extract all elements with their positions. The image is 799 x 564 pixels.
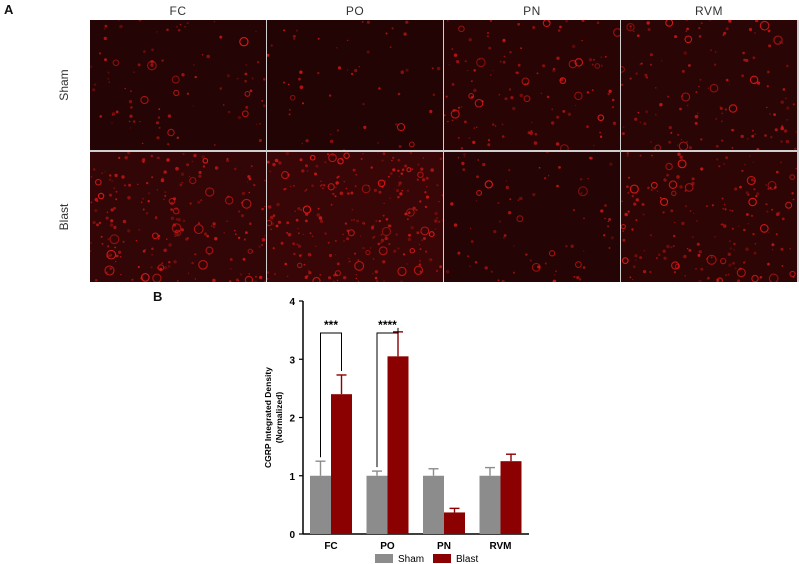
legend-label-blast: Blast [456, 554, 478, 564]
significance-label-fc: *** [324, 318, 338, 332]
bar-sham-po [366, 475, 388, 534]
cgrp-bar-chart: 0 1 2 3 4 CGRP Integrated Density (Normalized)… [263, 297, 529, 564]
y-tick-label: 0 [289, 530, 295, 541]
y-axis-label-units: (Normalized) [274, 392, 284, 444]
legend-swatch-blast [433, 554, 451, 563]
micrograph-sham-rvm [621, 20, 797, 150]
bar-sham-fc [310, 475, 331, 534]
micrograph-blast-rvm [621, 152, 797, 282]
panel-a-label: A [4, 2, 14, 17]
y-tick-label: 4 [289, 297, 295, 308]
column-header-rvm: RVM [695, 4, 723, 18]
y-tick-label: 3 [289, 355, 295, 366]
micrograph-sham-po [267, 20, 443, 150]
micrograph-blast-po [267, 152, 443, 282]
bar-sham-rvm [479, 475, 501, 534]
x-tick-label-pn: PN [437, 541, 451, 552]
significance-bracket-po [376, 327, 399, 468]
column-header-po: PO [345, 4, 365, 18]
micrograph-sham-fc [90, 20, 266, 150]
row-label-sham: Sham [57, 69, 71, 101]
bar-sham-pn [423, 475, 444, 534]
bar-blast-pn [444, 512, 465, 534]
legend-label-sham: Sham [398, 554, 424, 564]
bar-blast-fc [331, 394, 352, 534]
row-label-blast: Blast [57, 203, 71, 231]
x-tick-label-fc: FC [324, 541, 337, 552]
y-axis-label: CGRP Integrated Density [263, 367, 273, 468]
x-tick-label-rvm: RVM [489, 541, 511, 552]
y-tick-label: 2 [289, 414, 295, 425]
micrograph-grid [90, 20, 799, 282]
micrograph-blast-pn [444, 152, 620, 282]
x-tick-label-po: PO [380, 541, 395, 552]
legend-swatch-sham [375, 554, 393, 563]
micrograph-blast-fc [90, 152, 266, 282]
significance-label-po: **** [378, 318, 397, 332]
y-tick-label: 1 [289, 472, 295, 483]
micrograph-sham-pn [444, 20, 620, 150]
bar-blast-po [387, 356, 409, 534]
column-header-pn: PN [523, 4, 541, 18]
panel-b-label: B [153, 289, 163, 304]
bar-blast-rvm [500, 461, 522, 534]
column-header-fc: FC [169, 4, 187, 18]
significance-bracket-fc [320, 332, 342, 458]
